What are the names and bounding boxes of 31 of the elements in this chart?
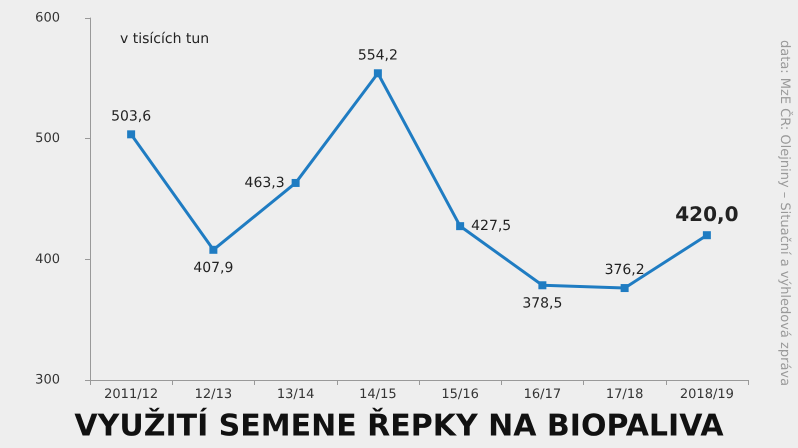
point (620, 284, 629, 292)
x-tick-label: 16/17 (524, 387, 562, 402)
data-label: 407,9 (193, 260, 234, 276)
data-label: 463,3 (244, 174, 285, 191)
x-tick-label: 17/18 (606, 387, 644, 402)
point (456, 222, 464, 230)
point (538, 281, 546, 290)
y-tick-label: 500 (35, 131, 60, 146)
data-label: 427,5 (471, 218, 512, 234)
x-tick-label: 14/15 (359, 387, 397, 402)
data-label: 420,0 (675, 202, 739, 226)
text: data: MzE ČR: Olejniny – Situační a výhledová zpráva (777, 40, 794, 386)
data-label: 503,6 (111, 108, 152, 124)
point (127, 130, 136, 138)
x-tick-label: 2011/12 (104, 387, 158, 402)
x-tick-label: 12/13 (194, 387, 232, 402)
point (702, 231, 711, 240)
point (209, 246, 218, 254)
point (374, 69, 382, 78)
y-tick-label: 600 (35, 10, 60, 26)
y-tick-label: 400 (35, 252, 60, 267)
x-tick-label: 2018/19 (680, 387, 734, 402)
data-label: 554,2 (358, 47, 398, 64)
y-axis-title: v tisících tun (120, 31, 210, 47)
point (292, 178, 300, 187)
x-tick-label: 15/16 (441, 387, 479, 402)
text: VYUŽITÍ SEMENE ŘEPKY NA BIOPALIVA (74, 408, 724, 444)
data-label: 376,2 (604, 262, 645, 278)
data-label: 378,5 (522, 295, 562, 312)
x-tick-label: 13/14 (276, 387, 314, 402)
y-tick-label: 300 (35, 372, 60, 388)
